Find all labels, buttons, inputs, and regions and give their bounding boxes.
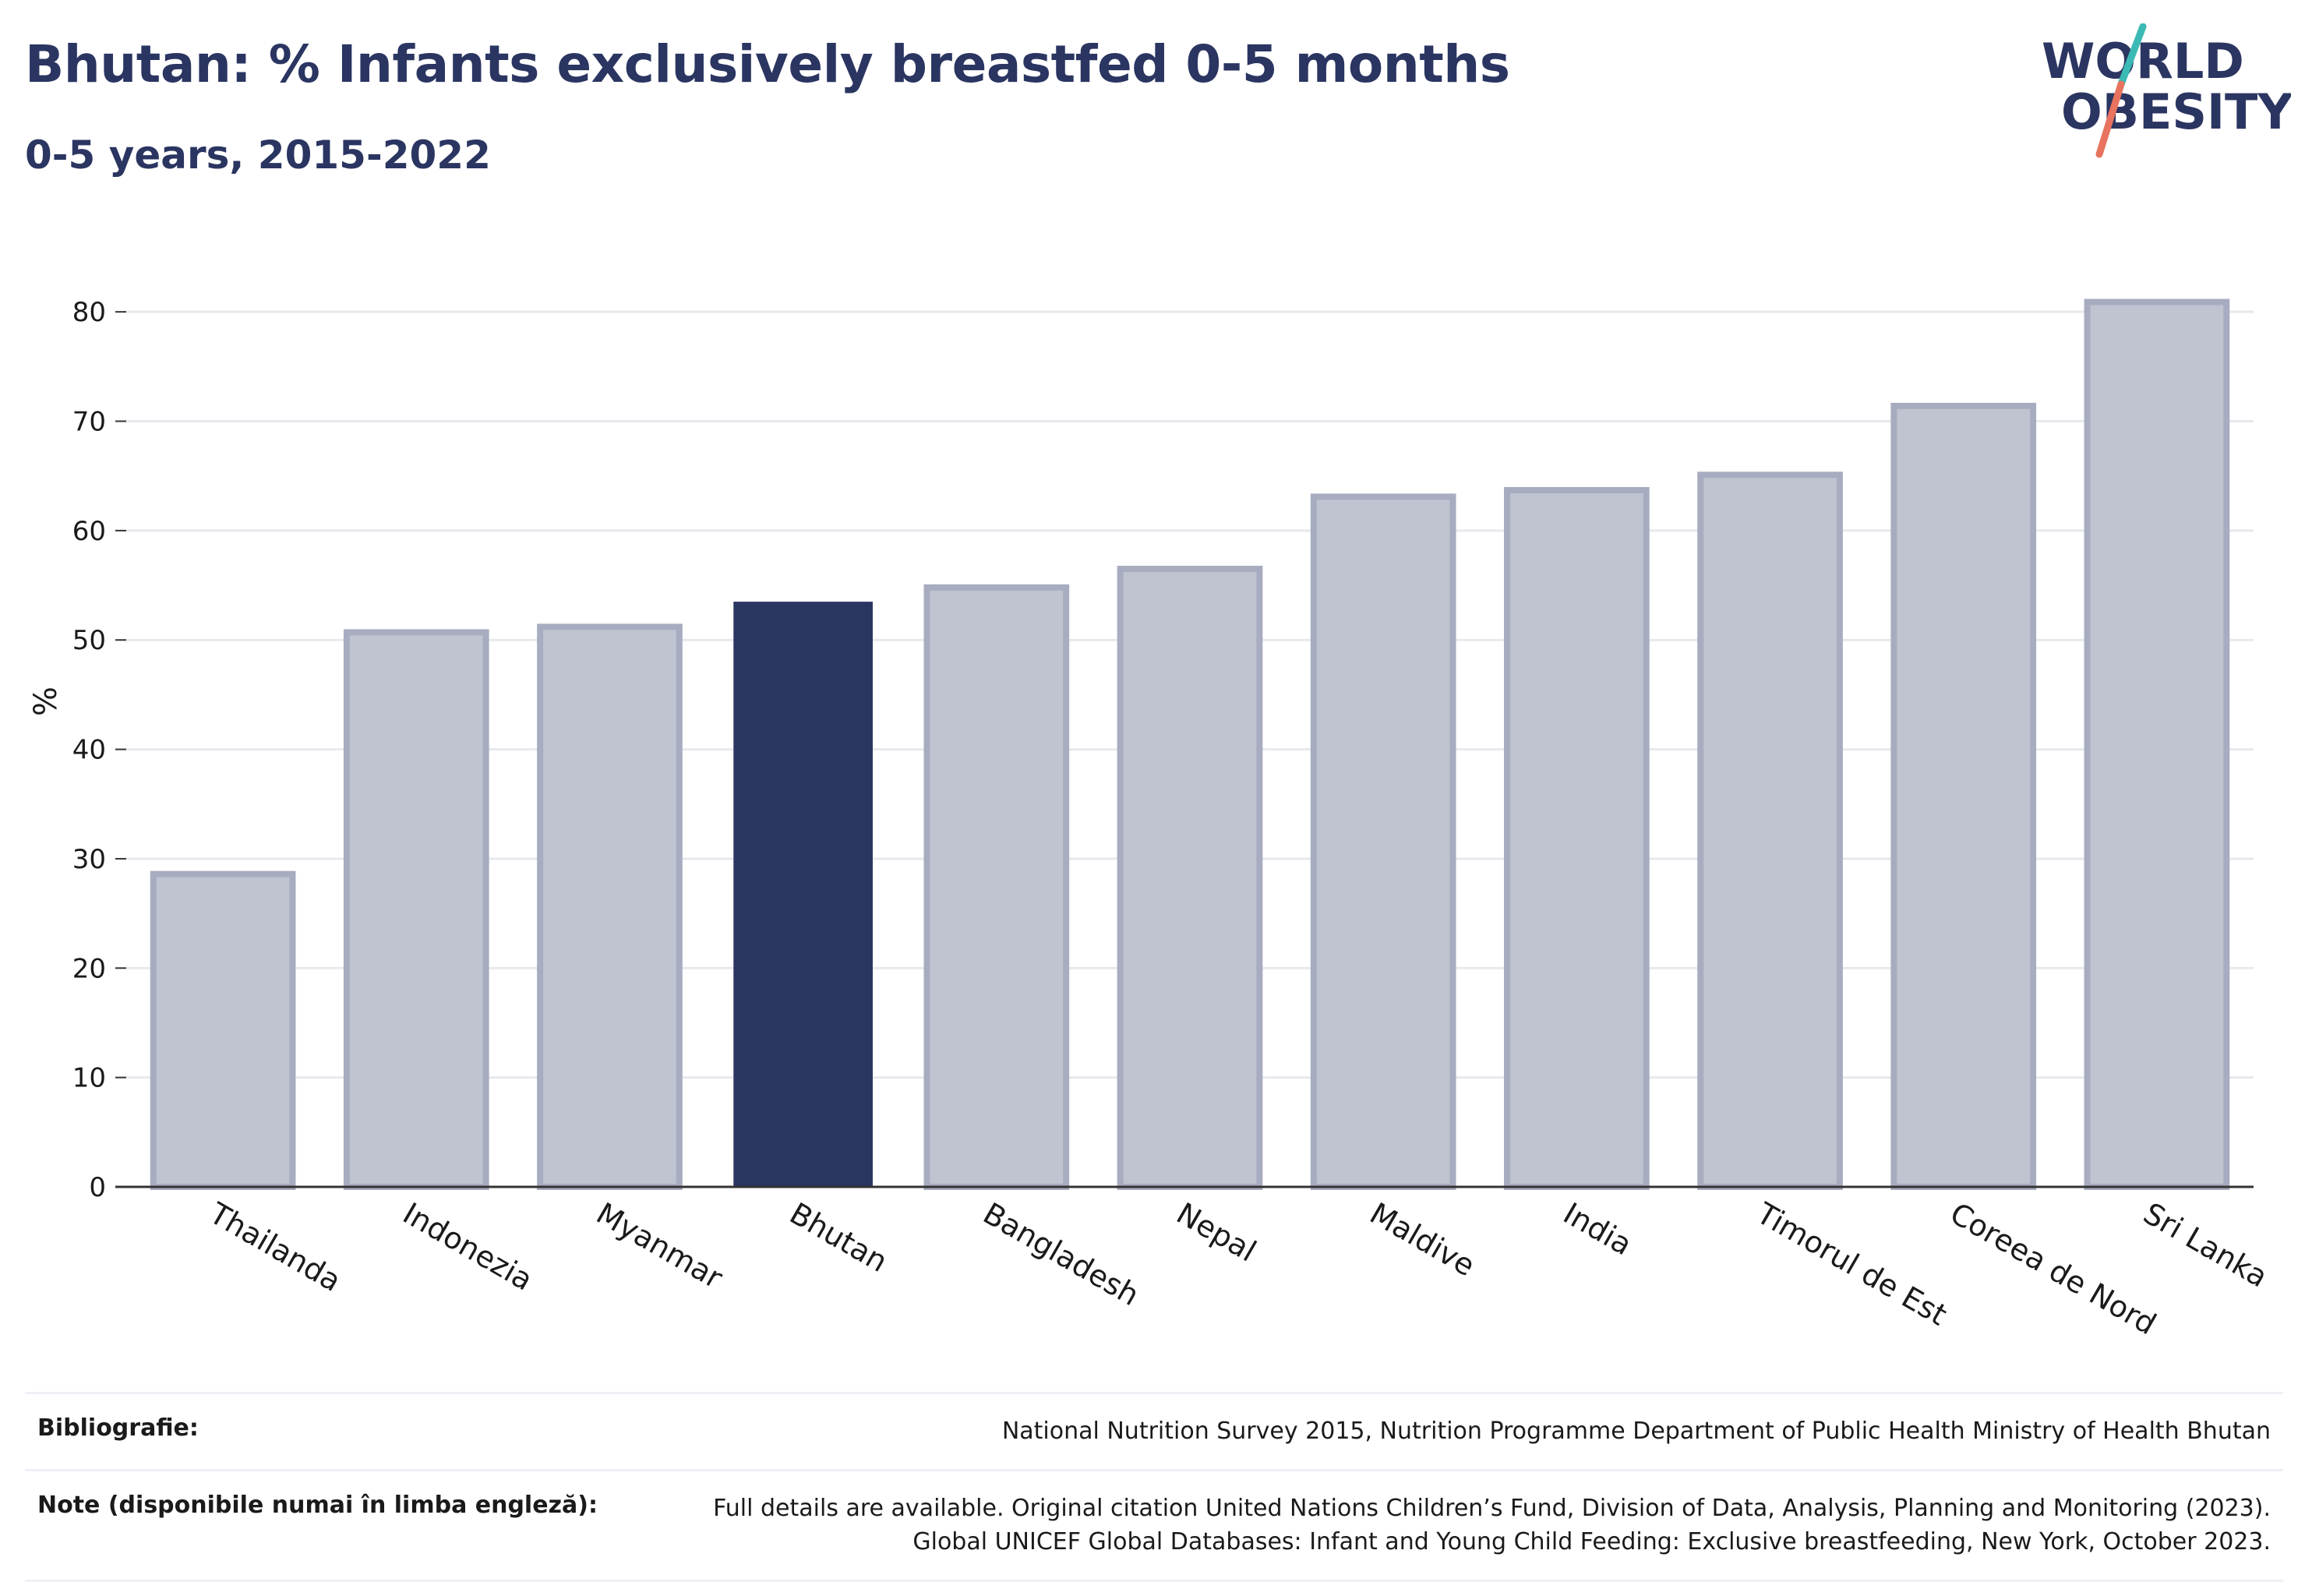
bar-maldive xyxy=(1310,493,1456,1190)
x-category-label: Nepal xyxy=(1171,1196,1262,1269)
notes-line-1: Full details are available. Original cit… xyxy=(713,1494,2271,1522)
y-tick-label: 80 xyxy=(72,297,106,328)
bibliography-text: National Nutrition Survey 2015, Nutritio… xyxy=(1002,1414,2271,1449)
bar-coreea-de-nord xyxy=(1890,402,2037,1190)
logo-word-2: OBESITY xyxy=(2061,83,2291,140)
y-tick-label: 10 xyxy=(72,1063,106,1094)
world-obesity-logo: WORLD OBESITY xyxy=(2042,23,2291,158)
x-category-label: Myanmar xyxy=(591,1196,729,1296)
y-axis-title: % xyxy=(28,687,64,716)
bar-india xyxy=(1504,486,1650,1190)
y-tick-label: 40 xyxy=(72,735,106,766)
bar-nepal xyxy=(1117,566,1263,1190)
bar-bhutan xyxy=(733,602,873,1187)
notes-text: Full details are available. Original cit… xyxy=(713,1492,2271,1559)
x-category-label: Coreea de Nord xyxy=(1944,1196,2162,1342)
page-subtitle: 0-5 years, 2015-2022 xyxy=(25,132,491,178)
x-category-label: Bhutan xyxy=(784,1196,893,1279)
notes-line-2: Global UNICEF Global Databases: Infant a… xyxy=(912,1528,2271,1555)
axes xyxy=(115,311,2254,1188)
logo-word-1: WORLD xyxy=(2042,33,2244,90)
x-category-label: Maldive xyxy=(1364,1196,1481,1284)
bar-indonezia xyxy=(343,629,489,1190)
x-category-label: Sri Lanka xyxy=(2137,1196,2273,1294)
y-tick-label: 60 xyxy=(72,516,106,547)
bar-thailanda xyxy=(150,870,296,1190)
bibliography-line: National Nutrition Survey 2015, Nutritio… xyxy=(1001,1418,2271,1445)
x-category-label: India xyxy=(1558,1196,1638,1262)
x-category-label: Indonezia xyxy=(397,1196,538,1298)
bar-timorul-de-est xyxy=(1697,471,1843,1190)
bar-sri-lanka xyxy=(2084,298,2230,1191)
y-tick-label: 30 xyxy=(72,844,106,875)
logo-slash-teal xyxy=(2117,23,2147,88)
logo-slash-coral xyxy=(2095,80,2125,158)
x-category-label: Thailanda xyxy=(203,1195,347,1298)
bar-myanmar xyxy=(537,623,683,1190)
y-tick-label: 70 xyxy=(72,407,106,438)
footer-row-notes: Note (disponibile numai în limba engleză… xyxy=(25,1468,2283,1582)
bars xyxy=(150,298,2230,1191)
y-tick-label: 20 xyxy=(72,953,106,984)
notes-label: Note (disponibile numai în limba engleză… xyxy=(37,1491,598,1519)
bar-chart: 0 10 20 30 40 50 60 70 80 Thailanda Indonezia Myanm… xyxy=(28,297,2273,1342)
x-category-label: Timorul de Est xyxy=(1750,1195,1953,1332)
footer-row-bibliography: Bibliografie: National Nutrition Survey … xyxy=(25,1392,2283,1469)
y-tick-label: 50 xyxy=(72,625,106,656)
bar-bangladesh xyxy=(923,584,1070,1190)
x-category-label: Bangladesh xyxy=(977,1196,1145,1313)
footer-notes: Bibliografie: National Nutrition Survey … xyxy=(25,1392,2283,1582)
y-tick-label: 0 xyxy=(89,1172,106,1203)
bibliography-label: Bibliografie: xyxy=(37,1414,199,1442)
page-title: Bhutan: % Infants exclusively breastfed … xyxy=(25,34,1510,94)
